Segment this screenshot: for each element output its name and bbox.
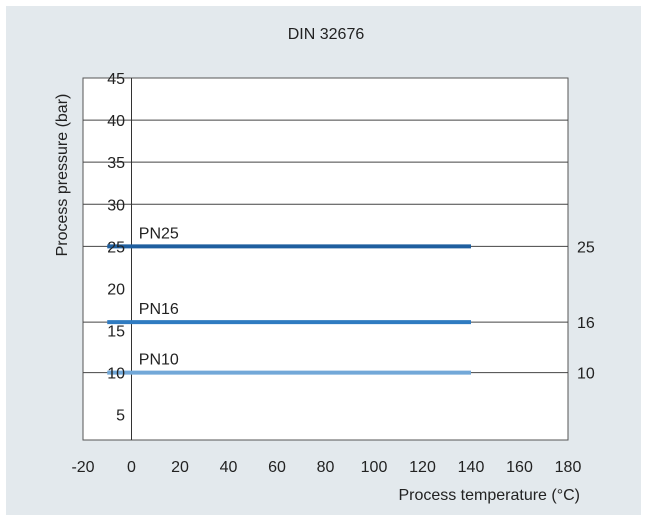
x-tick-label: 0: [127, 459, 136, 476]
series-label-pn10: PN10: [139, 352, 179, 369]
y-tick-label: 30: [107, 197, 125, 214]
x-tick-label: 60: [268, 459, 286, 476]
y-tick-label: 25: [107, 239, 125, 256]
x-tick-label: 120: [409, 459, 436, 476]
x-tick-label: -20: [71, 459, 94, 476]
series-label-pn25: PN25: [139, 225, 179, 242]
y-tick-label: 45: [107, 71, 125, 88]
y-tick-label: 20: [107, 281, 125, 298]
y-tick-label: 35: [107, 155, 125, 172]
x-tick-label: 160: [506, 459, 533, 476]
right-value-labels: 25 16 10: [577, 239, 595, 382]
right-label-10: 10: [577, 366, 595, 383]
series-layer: PN25 PN16 PN10: [107, 225, 471, 375]
x-axis-label: Process temperature (°C): [398, 487, 580, 504]
chart-title: DIN 32676: [288, 26, 365, 43]
x-tick-label: 100: [361, 459, 388, 476]
x-tick-label: 80: [317, 459, 335, 476]
plot-area: [82, 77, 569, 441]
y-axis-label: Process pressure (bar): [54, 94, 71, 257]
y-tick-label: 5: [116, 408, 125, 425]
y-tick-label: 15: [107, 324, 125, 341]
x-tick-label: 180: [555, 459, 582, 476]
y-tick-label: 10: [107, 366, 125, 383]
x-tick-label: 140: [458, 459, 485, 476]
x-tick-labels: -20 0 20 40 60 80 100 120 140 160 180: [71, 459, 581, 476]
series-label-pn16: PN16: [139, 301, 179, 318]
right-label-25: 25: [577, 239, 595, 256]
right-label-16: 16: [577, 315, 595, 332]
x-tick-label: 40: [220, 459, 238, 476]
y-tick-labels: 5 10 15 20 25 30 35 40 45: [107, 71, 125, 425]
y-tick-label: 40: [107, 113, 125, 130]
x-tick-label: 20: [171, 459, 189, 476]
